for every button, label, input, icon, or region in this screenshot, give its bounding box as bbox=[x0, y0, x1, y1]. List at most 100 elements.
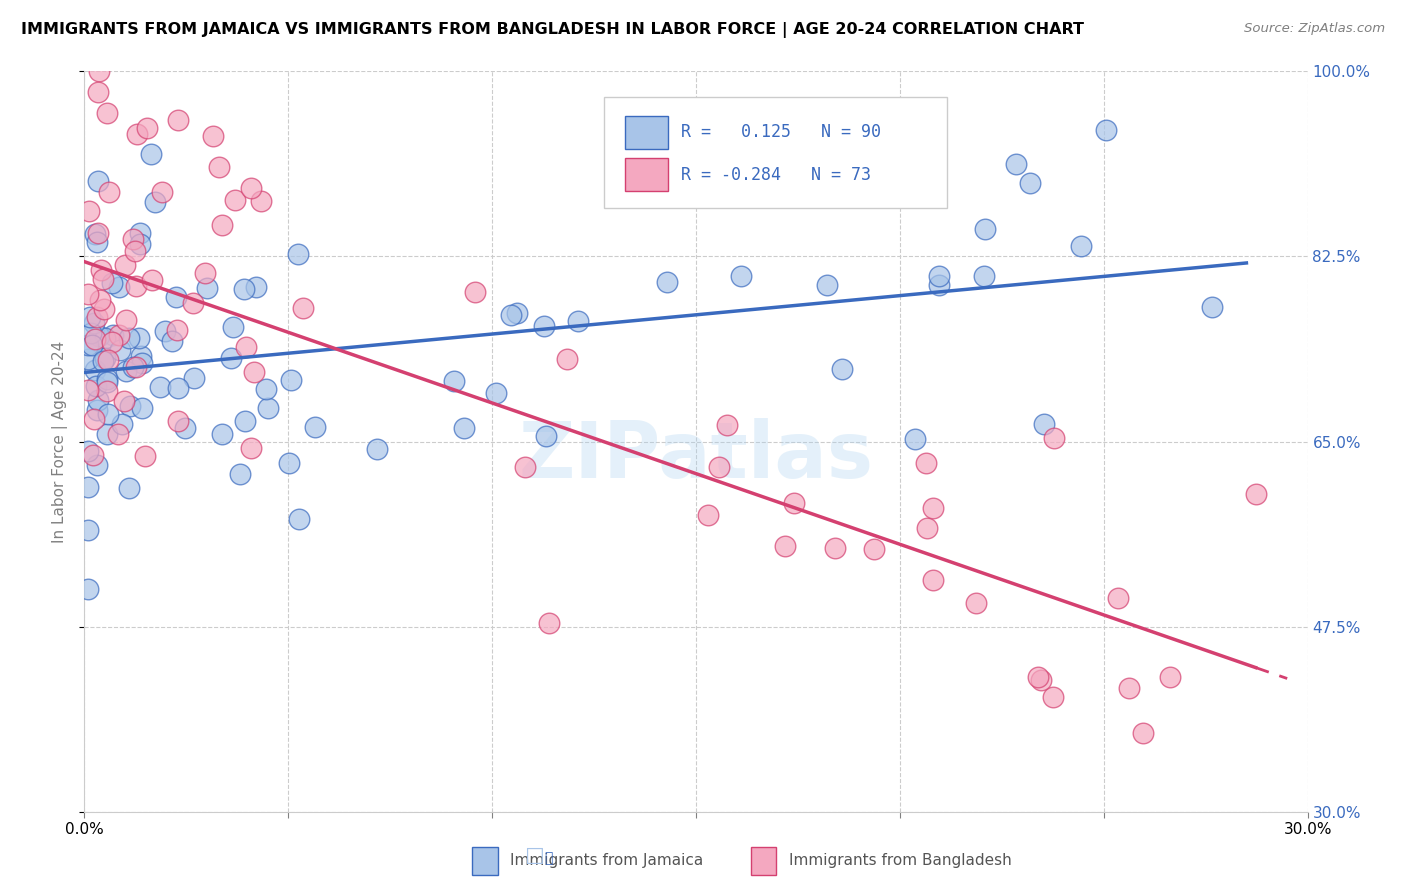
Point bbox=[82, 448, 104, 462]
Point bbox=[707, 459, 730, 474]
Point bbox=[124, 359, 146, 374]
Point bbox=[453, 421, 475, 435]
Text: R =   0.125   N = 90: R = 0.125 N = 90 bbox=[682, 123, 882, 141]
Bar bbox=[751, 847, 776, 875]
Point bbox=[160, 334, 183, 349]
Point bbox=[219, 351, 242, 366]
Point bbox=[291, 301, 314, 315]
Point bbox=[1118, 681, 1140, 695]
Point bbox=[174, 420, 197, 434]
Point bbox=[167, 381, 190, 395]
Point bbox=[117, 481, 139, 495]
Point bbox=[77, 352, 100, 367]
Point bbox=[555, 351, 578, 366]
Text: ⬜: ⬜ bbox=[544, 851, 553, 865]
Point bbox=[366, 442, 388, 456]
Point bbox=[86, 226, 108, 240]
Point bbox=[922, 573, 945, 587]
Point bbox=[499, 308, 522, 322]
Point bbox=[443, 375, 465, 389]
Bar bbox=[472, 847, 498, 875]
Point bbox=[250, 194, 273, 208]
Point bbox=[166, 323, 188, 337]
Point bbox=[915, 456, 938, 470]
Point bbox=[101, 327, 124, 342]
Point bbox=[87, 85, 110, 99]
Point bbox=[129, 237, 152, 252]
Point bbox=[513, 459, 536, 474]
Point bbox=[96, 106, 118, 120]
FancyBboxPatch shape bbox=[605, 97, 946, 209]
Point bbox=[1019, 176, 1042, 190]
Point bbox=[904, 432, 927, 446]
Point bbox=[100, 334, 122, 349]
Point bbox=[83, 317, 105, 331]
Point bbox=[243, 365, 266, 379]
Point bbox=[245, 280, 267, 294]
Point bbox=[77, 286, 100, 301]
Point bbox=[94, 351, 117, 365]
Point bbox=[124, 244, 146, 259]
Point bbox=[115, 313, 138, 327]
Point bbox=[921, 500, 943, 515]
Point bbox=[973, 221, 995, 235]
Point bbox=[280, 374, 302, 388]
Point bbox=[1026, 670, 1049, 684]
Point bbox=[86, 310, 108, 325]
Point bbox=[773, 540, 796, 554]
Point bbox=[77, 444, 100, 458]
Point bbox=[139, 147, 162, 161]
Point bbox=[86, 403, 108, 417]
Point bbox=[730, 269, 752, 284]
Point bbox=[77, 338, 100, 352]
Point bbox=[93, 301, 115, 316]
Point bbox=[86, 174, 108, 188]
Point bbox=[77, 204, 100, 219]
Point bbox=[965, 596, 987, 610]
Point bbox=[112, 394, 135, 409]
Point bbox=[1033, 417, 1056, 431]
Point bbox=[1107, 591, 1129, 606]
Point bbox=[287, 247, 309, 261]
Point bbox=[202, 129, 225, 144]
Point bbox=[87, 329, 110, 343]
Point bbox=[1005, 157, 1028, 171]
Point bbox=[115, 363, 138, 377]
Point bbox=[82, 338, 104, 352]
Point bbox=[83, 362, 105, 376]
Point bbox=[257, 401, 280, 415]
Point bbox=[716, 418, 738, 433]
Point bbox=[824, 541, 846, 556]
Point bbox=[121, 359, 143, 374]
Text: ZIPatlas: ZIPatlas bbox=[519, 418, 873, 494]
Point bbox=[143, 195, 166, 210]
Text: Immigrants from Bangladesh: Immigrants from Bangladesh bbox=[789, 854, 1011, 868]
Point bbox=[1244, 487, 1267, 501]
Point bbox=[1132, 726, 1154, 740]
Point bbox=[90, 263, 112, 277]
Point bbox=[696, 508, 718, 522]
Point bbox=[79, 310, 101, 325]
Text: R = -0.284   N = 73: R = -0.284 N = 73 bbox=[682, 166, 872, 184]
Point bbox=[233, 414, 256, 428]
Point bbox=[118, 331, 141, 345]
Point bbox=[167, 113, 190, 128]
Point bbox=[815, 277, 838, 292]
Point bbox=[97, 352, 120, 367]
Point bbox=[973, 268, 995, 283]
Point bbox=[233, 282, 256, 296]
Point bbox=[136, 121, 159, 136]
Point bbox=[110, 417, 132, 431]
Point bbox=[84, 332, 107, 346]
Point bbox=[239, 181, 262, 195]
Point bbox=[83, 412, 105, 426]
Point bbox=[89, 64, 111, 78]
Point bbox=[129, 349, 152, 363]
Point bbox=[534, 429, 557, 443]
Point bbox=[655, 275, 678, 289]
Point bbox=[166, 414, 188, 428]
Point bbox=[464, 285, 486, 299]
Point bbox=[783, 496, 806, 510]
Point bbox=[108, 343, 131, 357]
Point bbox=[107, 327, 129, 342]
